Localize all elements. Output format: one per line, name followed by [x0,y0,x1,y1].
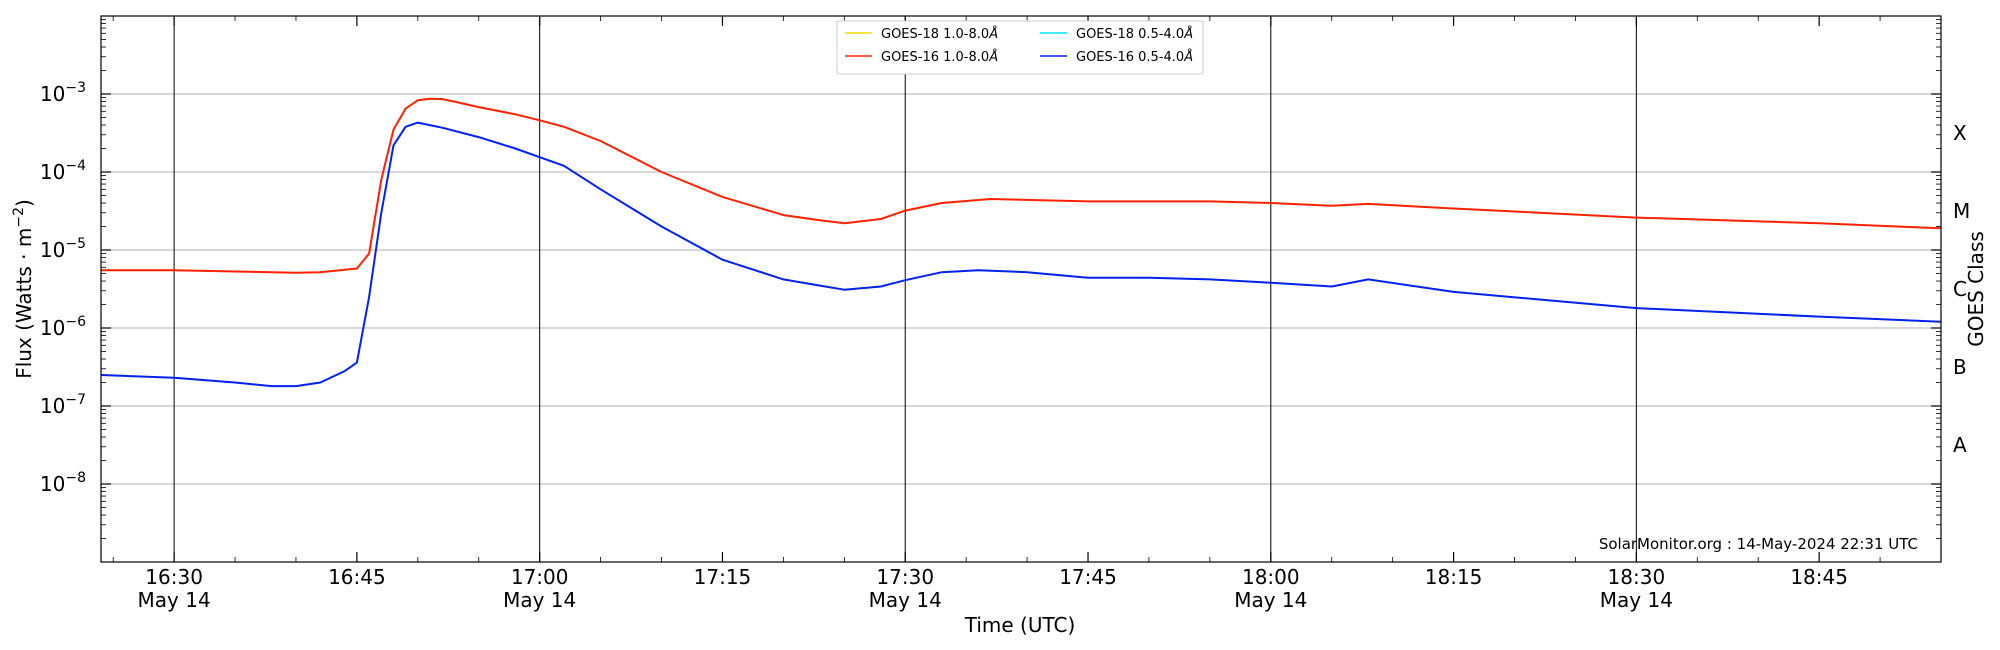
source-annotation: SolarMonitor.org : 14-May-2024 22:31 UTC [1599,535,1918,553]
goes-class-label: X [1953,121,1967,145]
goes-class-label: M [1953,199,1970,223]
axis-ticks [101,16,1942,562]
y-tick-label: 10−8 [40,470,86,496]
x-tick-label: 17:00 [511,565,569,589]
y-tick-labels: 10−8 10−7 10−6 10−5 10−4 10−3 [40,80,86,496]
legend: GOES-18 1.0-8.0Å GOES-16 1.0-8.0Å GOES-18 … [836,20,1204,75]
legend-box [836,20,1204,75]
goes-class-label: C [1953,277,1967,301]
x-tick-date-label: May 14 [1234,588,1307,612]
x-tick-label: 18:30 [1608,565,1666,589]
legend-entry: GOES-16 1.0-8.0Å [881,49,998,65]
day-markers [173,16,1637,562]
x-tick-label: 17:15 [694,565,752,589]
x-axis-label: Time (UTC) [964,613,1076,637]
legend-entry: GOES-18 0.5-4.0Å [1076,26,1193,42]
y-axis-label: Flux (Watts · m−2) [11,199,36,379]
x-tick-label: 18:15 [1425,565,1483,589]
plot-frame [100,15,1942,563]
legend-entry: GOES-16 0.5-4.0Å [1076,49,1193,65]
x-tick-label: 18:45 [1790,565,1848,589]
y2-axis-label: GOES Class [1964,231,1988,347]
y-tick-label: 10−6 [40,314,86,340]
y-tick-label: 10−3 [40,80,86,106]
x-tick-date-label: May 14 [1600,588,1673,612]
series-lines [100,97,1942,388]
horizontal-gridlines [101,93,1941,485]
x-tick-label: 17:45 [1059,565,1117,589]
x-tick-label: 16:45 [328,565,386,589]
x-tick-label: 16:30 [145,565,203,589]
y-tick-label: 10−7 [40,392,86,418]
goes-class-label: A [1953,433,1967,457]
y-tick-label: 10−4 [40,158,86,184]
series-line-goes-16-1-0-8-0 [101,97,1942,274]
goes-class-label: B [1953,355,1967,379]
x-tick-date-label: May 14 [138,588,211,612]
x-tick-date-label: May 14 [869,588,942,612]
goes-class-labels: A B C M X [1953,121,1970,457]
x-tick-label: 18:00 [1242,565,1300,589]
series-line-goes-16-0-5-4-0 [100,121,1942,388]
legend-entry: GOES-18 1.0-8.0Å [881,26,998,42]
x-tick-date-label: May 14 [503,588,576,612]
y-tick-label: 10−5 [40,236,86,262]
x-tick-label: 17:30 [876,565,934,589]
